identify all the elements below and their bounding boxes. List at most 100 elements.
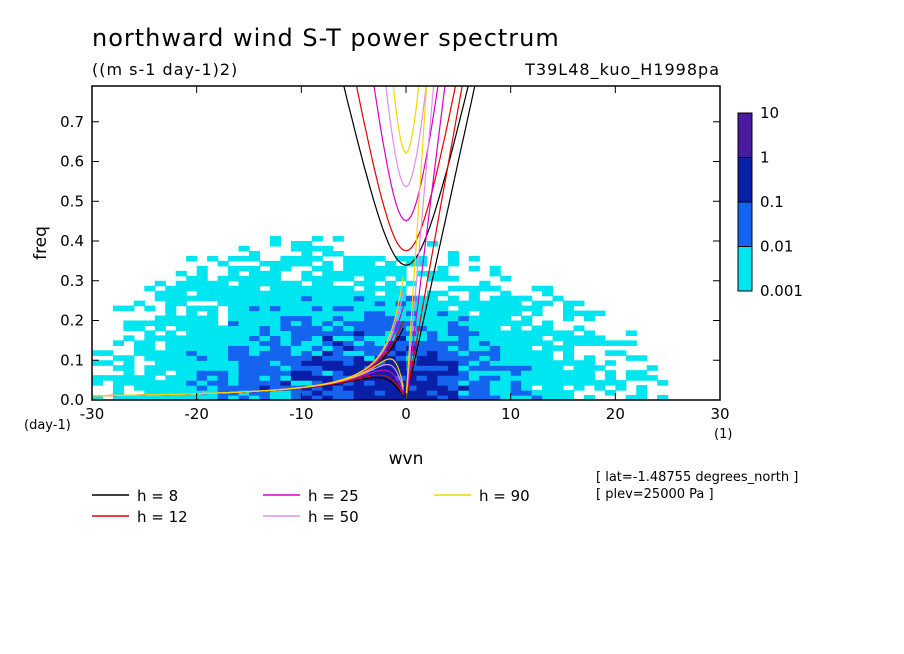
heatmap-cell bbox=[468, 355, 480, 361]
x-tick-label: 10 bbox=[501, 405, 520, 423]
heatmap-cell bbox=[364, 280, 376, 287]
heatmap-cell bbox=[364, 320, 376, 327]
heatmap-cell bbox=[186, 370, 198, 376]
heatmap-cell bbox=[364, 350, 376, 356]
heatmap-cell bbox=[510, 330, 522, 337]
y-tick-label: 0.7 bbox=[60, 113, 84, 131]
heatmap-cell bbox=[447, 360, 459, 366]
heatmap-cell bbox=[259, 325, 271, 332]
heatmap-cell bbox=[269, 305, 281, 312]
heatmap-cell bbox=[531, 305, 543, 312]
heatmap-cell bbox=[280, 385, 292, 391]
heatmap-cell bbox=[385, 345, 397, 351]
heatmap-cell bbox=[301, 375, 313, 381]
heatmap-cell bbox=[112, 365, 124, 371]
heatmap-cell bbox=[165, 365, 177, 371]
heatmap-cell bbox=[353, 365, 365, 371]
heatmap-cell bbox=[458, 305, 470, 312]
heatmap-cell bbox=[196, 395, 208, 400]
heatmap-cell bbox=[563, 335, 575, 341]
heatmap-cell bbox=[311, 355, 323, 361]
heatmap-cell bbox=[217, 355, 229, 361]
heatmap-cell bbox=[468, 315, 480, 322]
x-tick-label: 30 bbox=[710, 405, 729, 423]
heatmap-cell bbox=[468, 265, 480, 272]
heatmap-cell bbox=[521, 340, 533, 346]
heatmap-cell bbox=[468, 340, 480, 346]
heatmap-cell bbox=[437, 290, 449, 297]
heatmap-cell bbox=[479, 365, 491, 371]
heatmap-cell bbox=[196, 350, 208, 356]
heatmap-cell bbox=[175, 270, 187, 277]
heatmap-cell bbox=[112, 395, 124, 400]
heatmap-cell bbox=[238, 390, 250, 396]
heatmap-cell bbox=[426, 370, 438, 376]
heatmap-cell bbox=[343, 360, 355, 366]
heatmap-cell bbox=[311, 350, 323, 356]
heatmap-cell bbox=[343, 275, 355, 282]
heatmap-cell bbox=[133, 300, 145, 307]
heatmap-cell bbox=[217, 280, 229, 287]
heatmap-cell bbox=[343, 380, 355, 386]
heatmap-cell bbox=[521, 395, 533, 400]
heatmap-cell bbox=[563, 330, 575, 337]
heatmap-cell bbox=[311, 365, 323, 371]
heatmap-cell bbox=[290, 365, 302, 371]
heatmap-cell bbox=[280, 265, 292, 272]
heatmap-cell bbox=[510, 390, 522, 396]
heatmap-cell bbox=[416, 330, 428, 337]
heatmap-cell bbox=[249, 310, 261, 317]
heatmap-cell bbox=[269, 370, 281, 376]
heatmap-cell bbox=[426, 310, 438, 317]
heatmap-cell bbox=[500, 395, 512, 400]
heatmap-cell bbox=[385, 325, 397, 332]
heatmap-cell bbox=[563, 390, 575, 396]
heatmap-cell bbox=[374, 300, 386, 307]
heatmap-cell bbox=[353, 265, 365, 272]
heatmap-cell bbox=[604, 340, 616, 346]
heatmap-cell bbox=[238, 305, 250, 312]
heatmap-cell bbox=[615, 350, 627, 356]
heatmap-cell bbox=[458, 350, 470, 356]
heatmap-cell bbox=[186, 325, 198, 332]
heatmap-cell bbox=[322, 345, 334, 351]
heatmap-cell bbox=[447, 365, 459, 371]
heatmap-cell bbox=[531, 300, 543, 307]
heatmap-cell bbox=[395, 265, 407, 272]
heatmap-cell bbox=[217, 285, 229, 292]
heatmap-cell bbox=[322, 285, 334, 292]
heatmap-cell bbox=[563, 360, 575, 366]
heatmap-cell bbox=[154, 395, 166, 400]
heatmap-cell bbox=[385, 380, 397, 386]
heatmap-cell bbox=[238, 280, 250, 287]
heatmap-cell bbox=[228, 385, 240, 391]
heatmap-cell bbox=[280, 315, 292, 322]
dispersion-curve bbox=[405, 86, 476, 400]
x-tick-label: 20 bbox=[606, 405, 625, 423]
heatmap-cell bbox=[385, 300, 397, 307]
heatmap-cell bbox=[290, 345, 302, 351]
heatmap-cell bbox=[186, 385, 198, 391]
heatmap-cell bbox=[521, 360, 533, 366]
heatmap-cell bbox=[290, 280, 302, 287]
heatmap-cell bbox=[311, 380, 323, 386]
heatmap-cell bbox=[259, 355, 271, 361]
heatmap-cell bbox=[249, 280, 261, 287]
heatmap-cell bbox=[458, 385, 470, 391]
heatmap-cell bbox=[510, 360, 522, 366]
heatmap-cell bbox=[531, 350, 543, 356]
heatmap-cell bbox=[301, 300, 313, 307]
heatmap-cell bbox=[510, 385, 522, 391]
heatmap-cell bbox=[301, 355, 313, 361]
heatmap-cell bbox=[196, 315, 208, 322]
heatmap-cell bbox=[207, 380, 219, 386]
heatmap-cell bbox=[249, 315, 261, 322]
heatmap-cell bbox=[123, 370, 135, 376]
heatmap-cell bbox=[364, 255, 376, 262]
heatmap-cell bbox=[531, 390, 543, 396]
heatmap-cell bbox=[186, 275, 198, 282]
heatmap-cell bbox=[489, 305, 501, 312]
heatmap-cell bbox=[207, 290, 219, 297]
heatmap-cell bbox=[468, 385, 480, 391]
heatmap-cell bbox=[458, 345, 470, 351]
